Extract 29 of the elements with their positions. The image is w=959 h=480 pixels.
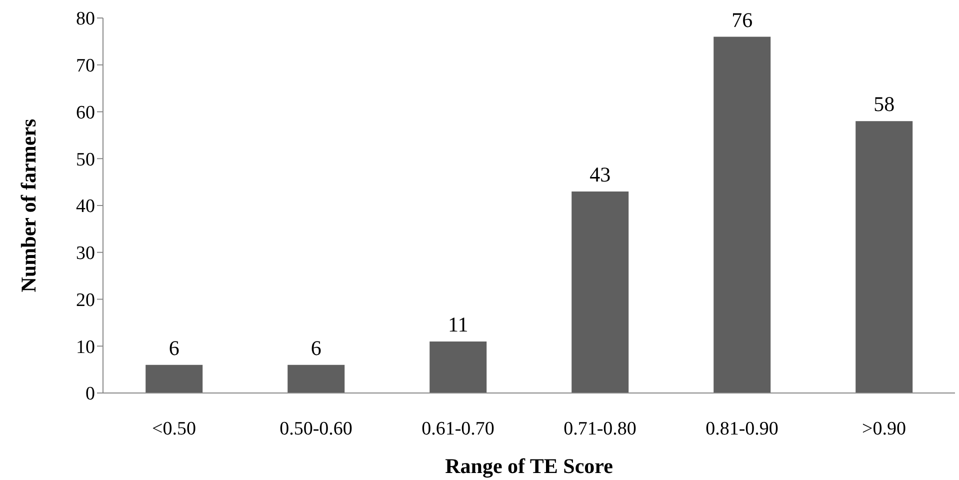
y-tick-label: 50 bbox=[76, 149, 95, 170]
y-tick-label: 80 bbox=[76, 8, 95, 30]
y-tick-label: 40 bbox=[76, 196, 95, 218]
y-tick-label: 0 bbox=[86, 384, 95, 405]
data-label: 6 bbox=[168, 336, 180, 360]
data-label: 6 bbox=[310, 336, 322, 360]
x-axis-title: Range of TE Score bbox=[445, 454, 613, 478]
bar bbox=[430, 341, 487, 393]
x-tick-label: 0.71-0.80 bbox=[564, 418, 636, 440]
bar bbox=[288, 364, 345, 393]
x-tick-label: >0.90 bbox=[862, 418, 906, 440]
y-tick-label: 20 bbox=[76, 290, 95, 311]
bar bbox=[714, 36, 771, 393]
x-tick-label: <0.50 bbox=[152, 418, 196, 440]
y-tick-label: 30 bbox=[76, 243, 95, 264]
x-tick-label: 0.61-0.70 bbox=[422, 418, 494, 440]
x-tick-label: 0.50-0.60 bbox=[280, 418, 352, 440]
bar bbox=[572, 191, 629, 393]
data-label: 76 bbox=[732, 8, 753, 32]
data-label: 11 bbox=[448, 312, 468, 336]
bar bbox=[146, 364, 203, 393]
y-tick-label: 60 bbox=[76, 102, 95, 124]
y-axis-title: Number of farmers bbox=[16, 118, 40, 292]
data-label: 43 bbox=[590, 162, 611, 186]
x-tick-label: 0.81-0.90 bbox=[706, 418, 778, 440]
y-tick-label: 70 bbox=[76, 56, 95, 77]
data-label: 58 bbox=[874, 92, 895, 116]
y-tick-label: 10 bbox=[76, 336, 95, 358]
bar bbox=[856, 121, 913, 393]
